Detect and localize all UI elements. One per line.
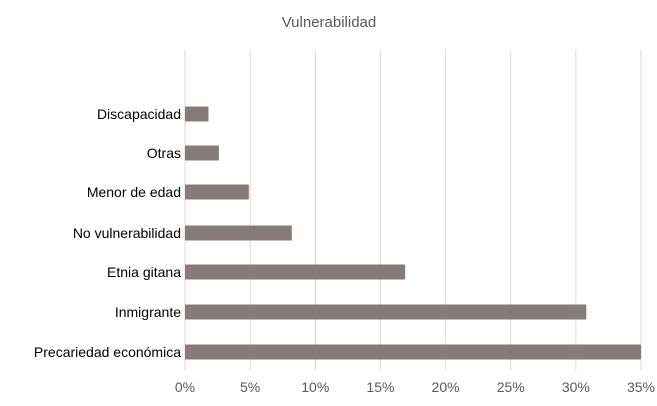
bar-6 (185, 344, 641, 360)
x-tick-labels: 0% 5% 10% 15% 20% 25% 30% 35% (175, 379, 655, 395)
category-label-5: Inmigrante (115, 304, 181, 320)
category-label-2: Menor de edad (87, 184, 181, 200)
x-tick-label-4: 20% (432, 379, 460, 395)
bar-0 (185, 106, 209, 122)
category-label-0: Discapacidad (97, 106, 181, 122)
bar-1 (185, 145, 219, 161)
category-labels: Discapacidad Otras Menor de edad No vulnera… (34, 106, 181, 360)
gridlines (184, 50, 642, 370)
x-tick-label-2: 10% (301, 379, 329, 395)
bar-3 (185, 225, 292, 241)
x-tick-label-6: 30% (562, 379, 590, 395)
bar-2 (185, 184, 249, 200)
x-tick-label-0: 0% (175, 379, 195, 395)
x-tick-label-1: 5% (240, 379, 260, 395)
chart-title: Vulnerabilidad (282, 14, 377, 31)
bars (185, 106, 641, 360)
x-tick-label-7: 35% (627, 379, 655, 395)
category-label-4: Etnia gitana (107, 264, 181, 280)
bar-4 (185, 264, 406, 280)
x-tick-label-3: 15% (366, 379, 394, 395)
category-label-3: No vulnerabilidad (73, 225, 181, 241)
x-tick-label-5: 25% (497, 379, 525, 395)
category-label-6: Precariedad económica (34, 344, 181, 360)
bar-5 (185, 304, 587, 320)
category-label-1: Otras (147, 145, 181, 161)
